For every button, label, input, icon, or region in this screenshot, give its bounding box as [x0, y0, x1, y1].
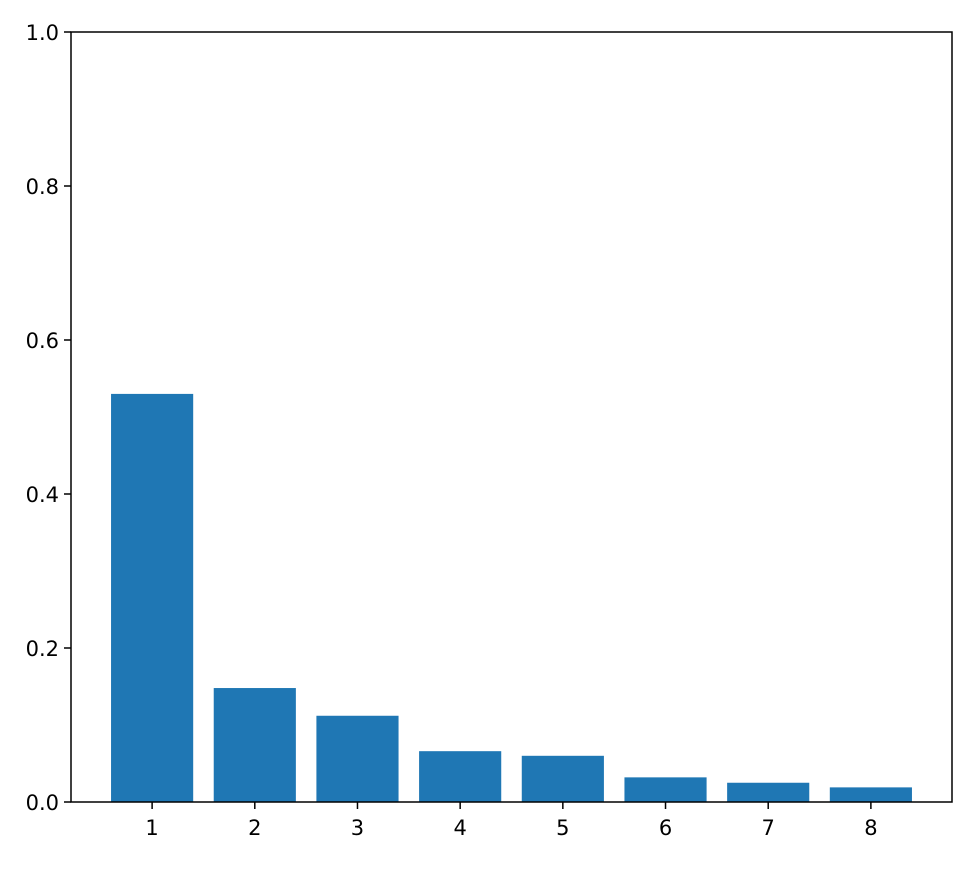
bar	[521, 755, 604, 802]
bar	[213, 688, 296, 802]
x-tick-label: 7	[762, 816, 775, 840]
y-tick-label: 1.0	[26, 21, 59, 45]
bar	[624, 777, 707, 802]
y-tick-label: 0.4	[26, 483, 59, 507]
y-tick-label: 0.6	[26, 329, 59, 353]
bar	[316, 715, 399, 802]
y-tick-label: 0.2	[26, 637, 59, 661]
x-tick-label: 8	[864, 816, 877, 840]
bar	[727, 782, 810, 802]
bar	[829, 787, 912, 802]
y-tick-label: 0.0	[26, 791, 59, 815]
bar	[419, 751, 502, 802]
x-tick-label: 5	[556, 816, 569, 840]
x-tick-label: 2	[248, 816, 261, 840]
x-tick-label: 3	[351, 816, 364, 840]
plot-frame	[70, 31, 953, 803]
y-tick-label: 0.8	[26, 175, 59, 199]
x-tick-label: 1	[145, 816, 158, 840]
bar	[111, 393, 194, 802]
x-tick-label: 6	[659, 816, 672, 840]
x-tick-label: 4	[453, 816, 466, 840]
